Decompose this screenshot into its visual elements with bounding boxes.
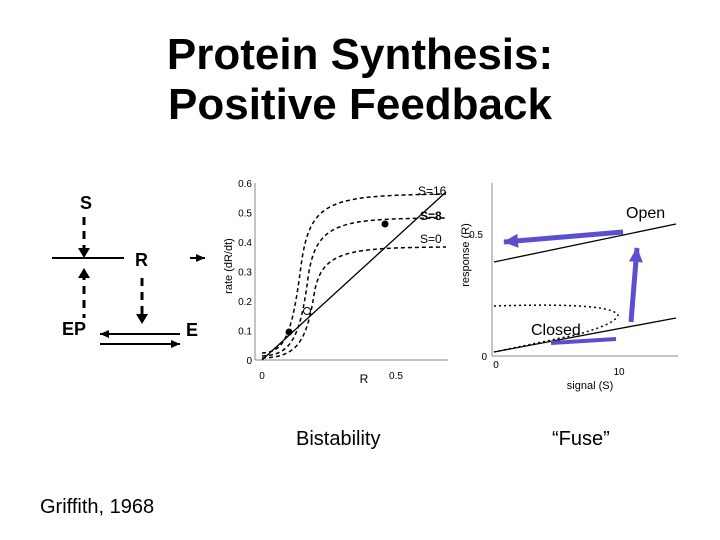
scheme-ep-label: EP <box>62 319 86 339</box>
scheme-s-label: S <box>80 193 92 213</box>
left-y-tick-label: 0.2 <box>238 297 252 308</box>
citation: Griffith, 1968 <box>40 496 155 518</box>
bistability-caption: Bistability <box>296 428 381 450</box>
stable-point-low <box>285 328 293 336</box>
left-y-tick-label: 0 <box>246 356 252 367</box>
left-x-ticks: 0 0.5 <box>259 371 403 382</box>
curve-s8 <box>261 217 447 357</box>
right-y-axis-label: response (R) <box>460 223 472 287</box>
r-down-arrowhead <box>136 314 148 324</box>
bistability-plot: rate (dR/dt) 00.10.20.30.40.50.6 0 0.5 R … <box>223 179 448 386</box>
s-arrowhead <box>78 248 90 258</box>
fuse-plot: response (R) 0.5 0 0 10 signal (S) Open … <box>460 183 678 392</box>
unstable-point <box>303 307 311 315</box>
left-y-ticks: 0 0.1 0.2 0.3 0.4 0.5 0.6 <box>238 179 252 367</box>
right-y-tick-0.5: 0.5 <box>469 230 483 241</box>
ep-up-arrowhead <box>78 268 90 278</box>
left-y-tick-label: 0.1 <box>238 327 252 338</box>
right-x-tick-0: 0 <box>493 360 499 371</box>
left-y-tick-label: 0.3 <box>238 268 252 279</box>
up-arrow <box>628 247 643 323</box>
degradation-line <box>261 191 447 361</box>
right-y-tick-0: 0 <box>481 352 487 363</box>
curve-s0 <box>261 246 447 359</box>
closed-label: Closed <box>531 322 581 339</box>
open-label: Open <box>626 205 665 222</box>
closed-underline <box>550 337 617 345</box>
curve-label-s8: S=8 <box>420 209 442 223</box>
upper-branch <box>493 223 677 263</box>
left-x-tick-label: 0 <box>259 371 265 382</box>
right-x-tick-10: 10 <box>613 367 625 378</box>
curve-label-s16: S=16 <box>418 184 447 198</box>
scheme-r-label: R <box>135 250 148 270</box>
right-x-axis-label: signal (S) <box>567 380 613 392</box>
left-x-axis-label: R <box>360 372 369 386</box>
fuse-caption: “Fuse” <box>552 428 610 450</box>
reaction-scheme: S R EP E <box>52 193 205 348</box>
lower-branch <box>493 317 677 353</box>
open-arrow <box>503 229 624 248</box>
left-y-tick-label: 0.6 <box>238 179 252 190</box>
left-y-axis-label: rate (dR/dt) <box>223 238 235 294</box>
curve-s16 <box>261 193 447 354</box>
slide-title: Protein Synthesis: Positive Feedback <box>0 30 720 130</box>
left-x-tick-label: 0.5 <box>389 371 403 382</box>
left-y-tick-label: 0.5 <box>238 209 252 220</box>
title-line-2: Positive Feedback <box>168 80 552 129</box>
stable-point-high <box>381 220 389 228</box>
title-line-1: Protein Synthesis: <box>166 30 554 79</box>
scheme-e-label: E <box>186 320 198 340</box>
left-y-tick-label: 0.4 <box>238 238 252 249</box>
curve-label-s0: S=0 <box>420 232 442 246</box>
